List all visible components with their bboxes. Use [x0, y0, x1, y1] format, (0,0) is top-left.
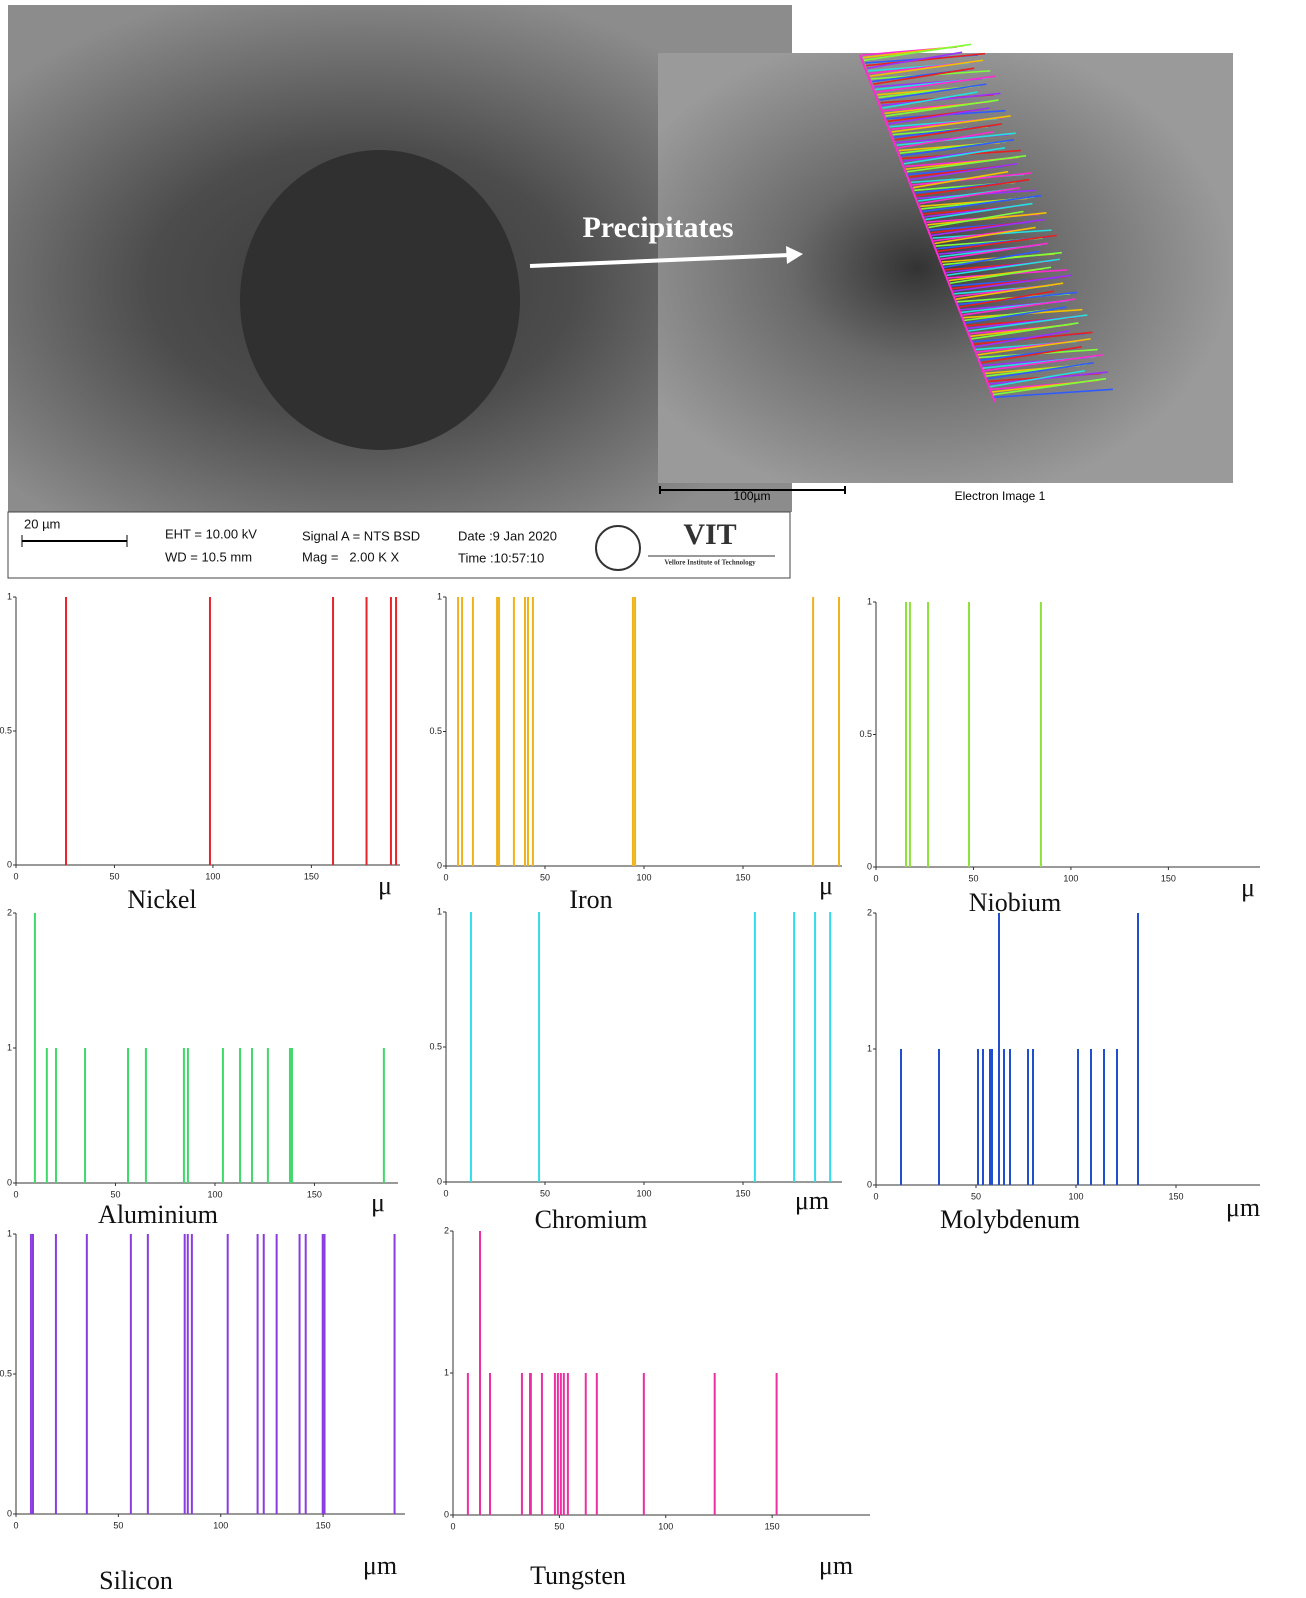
y-tick-label: 0	[7, 859, 12, 869]
x-axis-label: μ	[371, 1188, 385, 1217]
x-axis-label: μ	[819, 871, 833, 900]
x-tick-label: 50	[968, 873, 978, 883]
y-tick-label: 0.5	[429, 1041, 442, 1051]
scale-label: 100µm	[734, 489, 771, 503]
chart-title: Niobium	[969, 888, 1061, 917]
info-text: Mag = 2.00 K X	[302, 549, 400, 564]
charts: 00.51050100150Nickelμ00.51050100150Ironμ…	[0, 591, 1260, 1595]
x-tick-label: 100	[207, 1189, 222, 1199]
x-tick-label: 0	[873, 1191, 878, 1201]
annotation: Precipitates	[582, 211, 733, 244]
chart-title: Silicon	[99, 1566, 173, 1595]
x-tick-label: 0	[873, 873, 878, 883]
info-text: WD = 10.5 mm	[165, 549, 252, 564]
y-tick-label: 1	[867, 596, 872, 606]
x-tick-label: 150	[735, 1188, 750, 1198]
logo: VIT	[683, 518, 736, 551]
y-tick-label: 2	[7, 907, 12, 917]
y-tick-label: 1	[7, 1228, 12, 1238]
y-tick-label: 0.5	[0, 725, 12, 735]
x-tick-label: 100	[205, 871, 220, 881]
x-tick-label: 150	[316, 1520, 331, 1530]
x-tick-label: 0	[443, 1188, 448, 1198]
chart-title: Molybdenum	[940, 1205, 1080, 1234]
y-tick-label: 1	[7, 1042, 12, 1052]
info-text: EHT = 10.00 kV	[165, 526, 257, 541]
x-tick-label: 0	[13, 871, 18, 881]
chart: 0 0.5 1 0 50 100 150 Niobium μ	[859, 596, 1260, 917]
x-tick-label: 100	[658, 1521, 673, 1531]
x-tick-label: 50	[554, 1521, 564, 1531]
y-tick-label: 0	[437, 860, 442, 870]
figure: Precipitates 100µm Electron Image 1 20 µ…	[0, 0, 1306, 1598]
info-text: Date :9 Jan 2020	[458, 528, 557, 543]
x-tick-label: 100	[636, 872, 651, 882]
x-tick-label: 0	[443, 872, 448, 882]
x-tick-label: 150	[1161, 873, 1176, 883]
chart: 0 1 2 0 50 100 150 Tungsten μm	[444, 1225, 870, 1590]
x-axis-label: μm	[819, 1551, 853, 1580]
y-tick-label: 1	[867, 1043, 872, 1053]
chart: 0 1 2 0 50 100 150 Molybdenum μm	[867, 907, 1260, 1234]
x-tick-label: 150	[1168, 1191, 1183, 1201]
chart: 0 0.5 1 0 50 100 150 Chromium μm	[429, 906, 842, 1234]
y-tick-label: 1	[444, 1367, 449, 1377]
chart-title: Nickel	[127, 885, 196, 914]
x-axis-label: μm	[795, 1186, 829, 1215]
scale-label: 20 µm	[24, 516, 60, 531]
x-axis-label: μ	[378, 871, 392, 900]
x-tick-label: 0	[450, 1521, 455, 1531]
x-tick-label: 50	[110, 1189, 120, 1199]
y-tick-label: 1	[437, 591, 442, 601]
x-tick-label: 100	[213, 1520, 228, 1530]
x-tick-label: 150	[765, 1521, 780, 1531]
y-tick-label: 0	[444, 1509, 449, 1519]
x-tick-label: 50	[113, 1520, 123, 1530]
y-tick-label: 0	[7, 1177, 12, 1187]
y-tick-label: 0	[437, 1176, 442, 1186]
chart-title: Aluminium	[98, 1200, 218, 1229]
x-tick-label: 150	[304, 871, 319, 881]
x-tick-label: 0	[13, 1189, 18, 1199]
x-tick-label: 0	[13, 1520, 18, 1530]
x-tick-label: 150	[307, 1189, 322, 1199]
x-tick-label: 100	[1068, 1191, 1083, 1201]
y-tick-label: 0.5	[429, 726, 442, 736]
eds-image	[658, 53, 1233, 483]
y-tick-label: 1	[437, 906, 442, 916]
info-text: Time :10:57:10	[458, 550, 544, 565]
institute: Vellore Institute of Technology	[664, 559, 756, 567]
y-tick-label: 2	[444, 1225, 449, 1235]
y-tick-label: 0	[7, 1508, 12, 1518]
x-axis-label: μ	[1241, 873, 1255, 902]
precipitate	[240, 150, 520, 450]
y-tick-label: 0.5	[0, 1368, 12, 1378]
x-tick-label: 50	[540, 1188, 550, 1198]
y-tick-label: 2	[867, 907, 872, 917]
chart: 0 0.5 1 0 50 100 150 Nickel μ	[0, 591, 400, 914]
info-bar	[8, 512, 790, 578]
x-tick-label: 50	[540, 872, 550, 882]
info-text: Signal A = NTS BSD	[302, 528, 420, 543]
y-tick-label: 0	[867, 861, 872, 871]
x-tick-label: 100	[1063, 873, 1078, 883]
chart: 0 0.5 1 0 50 100 150 Iron μ	[429, 591, 842, 914]
chart-title: Iron	[569, 885, 612, 914]
chart-title: Tungsten	[530, 1561, 626, 1590]
x-tick-label: 50	[109, 871, 119, 881]
chart: 0 1 2 0 50 100 150 Aluminium μ	[7, 907, 398, 1229]
image-caption: Electron Image 1	[955, 489, 1046, 503]
y-tick-label: 1	[7, 591, 12, 601]
x-axis-label: μm	[1226, 1193, 1260, 1222]
x-axis-label: μm	[363, 1551, 397, 1580]
chart-title: Chromium	[535, 1205, 648, 1234]
y-tick-label: 0	[867, 1179, 872, 1189]
x-tick-label: 50	[971, 1191, 981, 1201]
chart: 0 0.5 1 0 50 100 150 Silicon μm	[0, 1228, 405, 1595]
y-tick-label: 0.5	[859, 729, 872, 739]
x-tick-label: 100	[636, 1188, 651, 1198]
x-tick-label: 150	[735, 872, 750, 882]
